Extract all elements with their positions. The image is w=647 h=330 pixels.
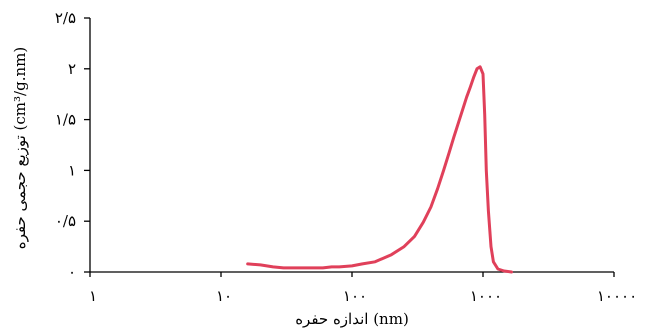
- x-ticks: ۱ ۱۰ ۱۰۰ ۱۰۰۰ ۱۰۰۰۰: [89, 272, 637, 305]
- y-tick-label: ۱/۵: [55, 111, 76, 129]
- y-axis-title: توزیع حجمی حفره (cm³/g.nm): [11, 47, 29, 249]
- series-line: [246, 65, 513, 274]
- x-tick-label: ۱۰۰۰: [470, 287, 502, 305]
- y-tick-label: ۲/۵: [55, 9, 76, 27]
- x-tick-label: ۱۰: [216, 287, 232, 305]
- x-tick-label: ۱: [89, 287, 97, 305]
- x-tick-label: ۱۰۰: [343, 287, 367, 305]
- y-tick-label: ۲: [68, 60, 76, 78]
- y-tick-label: ۰/۵: [55, 212, 76, 230]
- x-tick-label: ۱۰۰۰۰: [597, 287, 637, 305]
- y-tick-label: ۰: [68, 263, 76, 281]
- y-tick-label: ۱: [68, 161, 76, 179]
- y-ticks: ۰ ۰/۵ ۱ ۱/۵ ۲ ۲/۵: [55, 9, 90, 281]
- x-axis-title: اندازه حفره (nm): [295, 310, 409, 328]
